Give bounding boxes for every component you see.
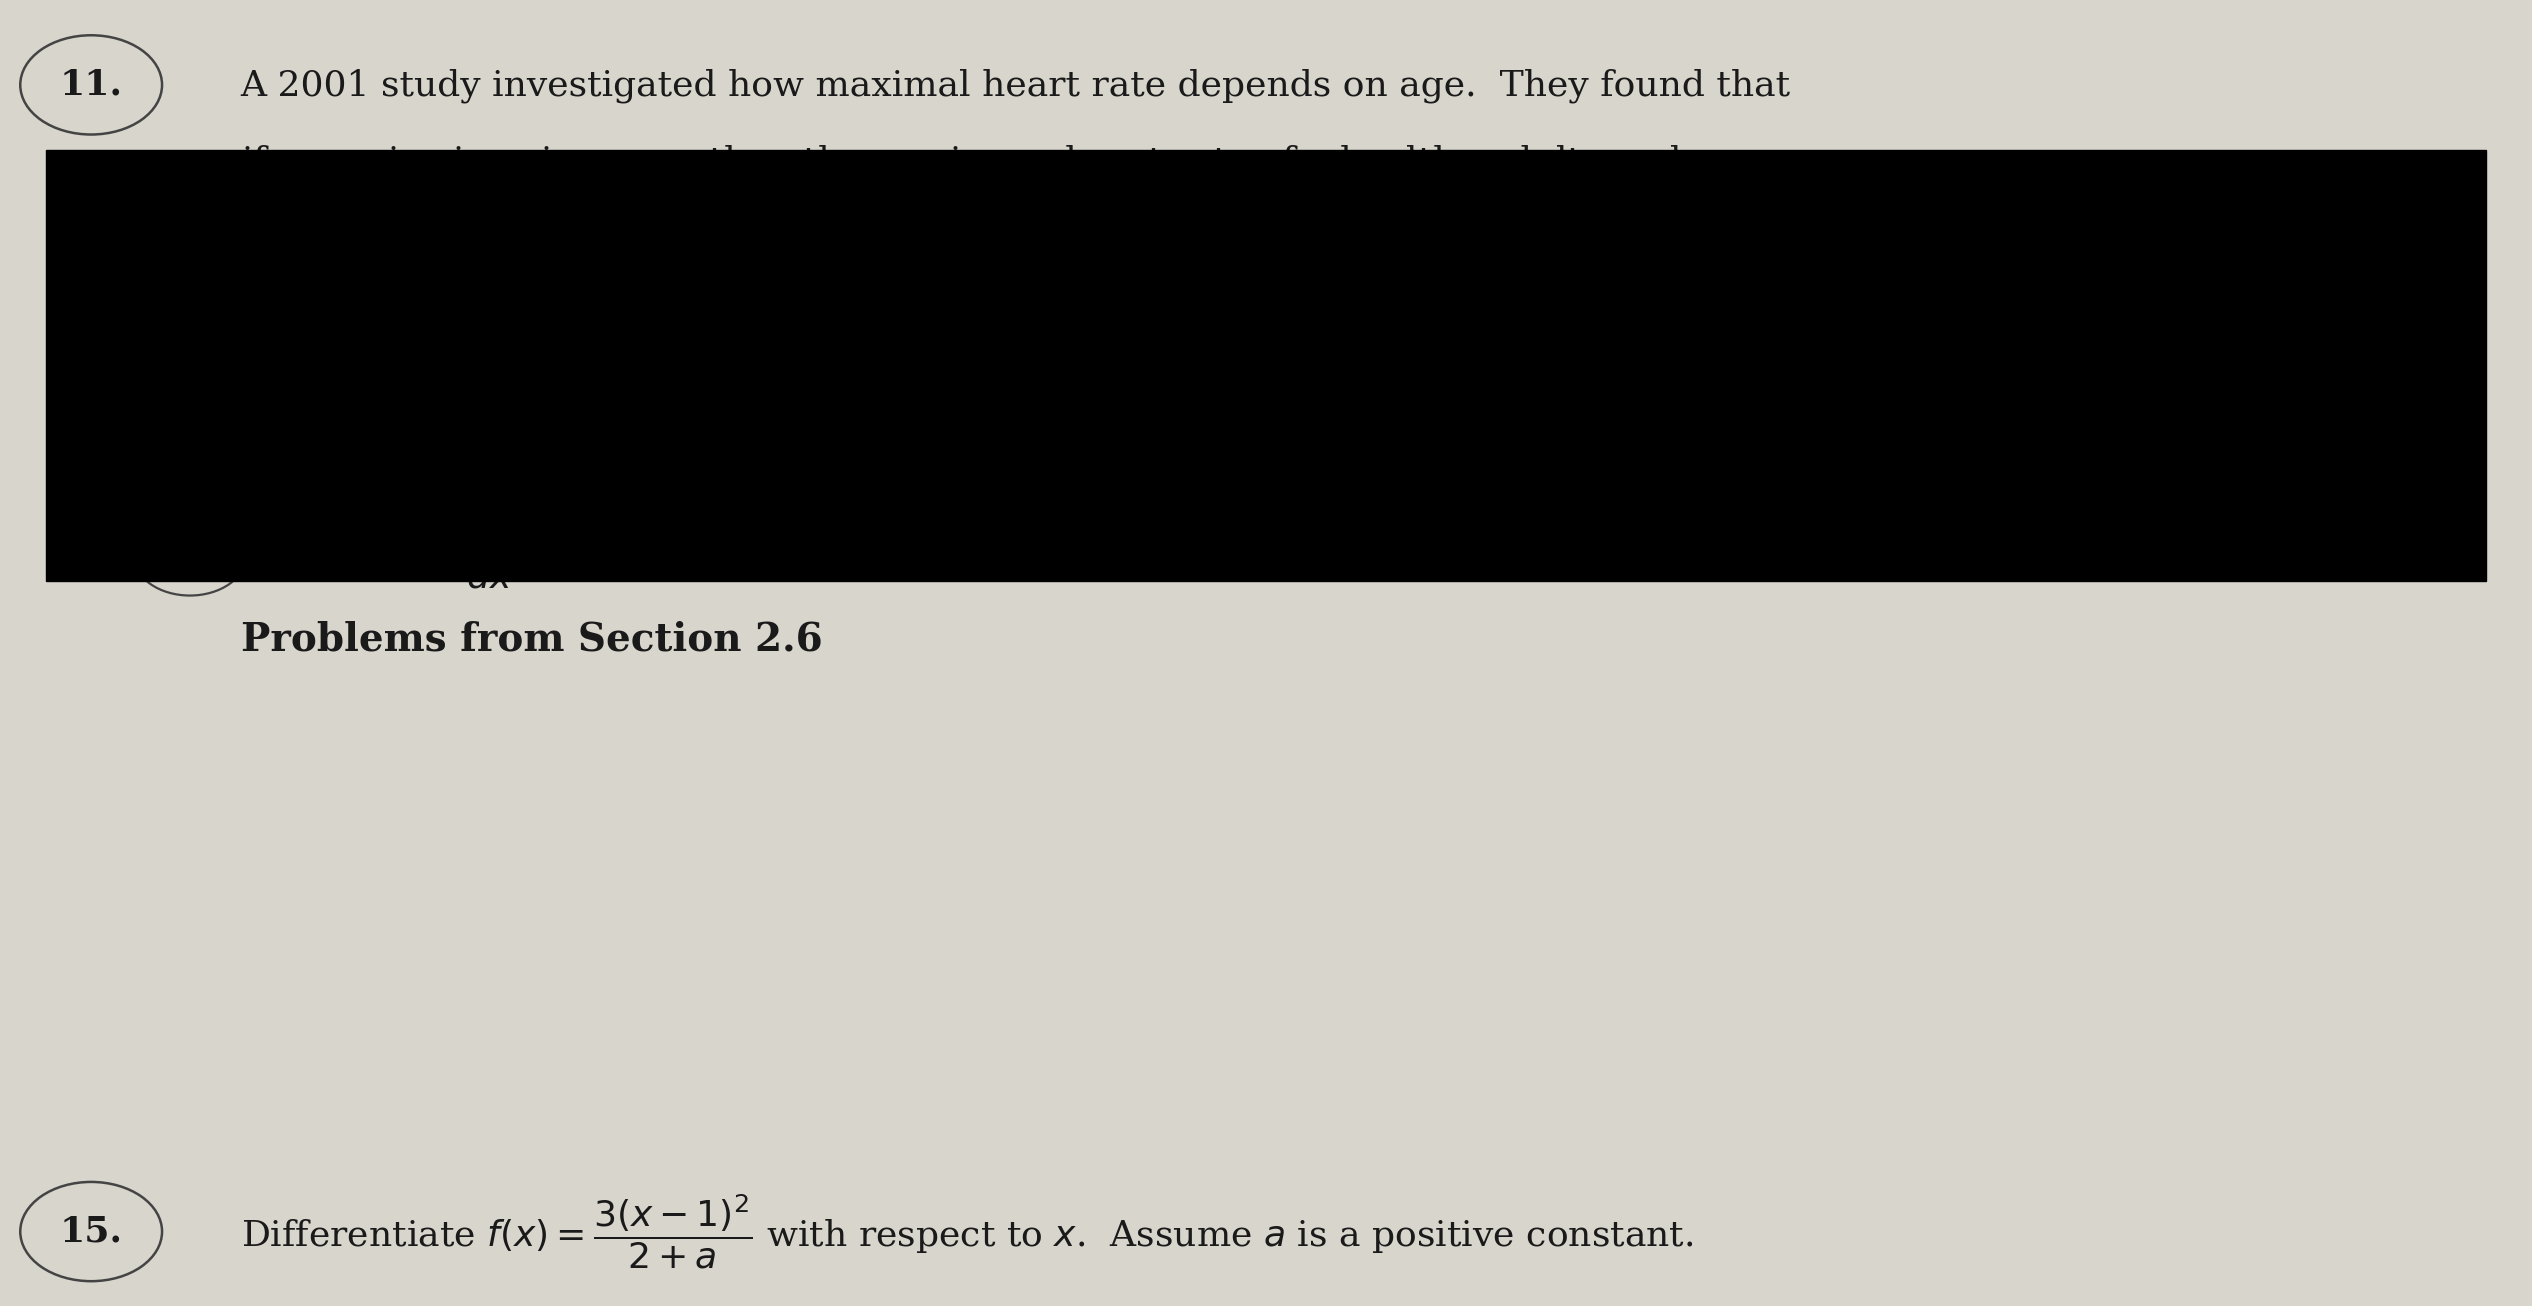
Text: 15.: 15. bbox=[61, 1215, 122, 1249]
Text: $H(x) = 208 - 0.7x$: $H(x) = 208 - 0.7x$ bbox=[1086, 293, 1446, 334]
Bar bbox=[46, 150, 2486, 581]
Text: where $H(x)$ is the maximum number of beats in one minute.: where $H(x)$ is the maximum number of be… bbox=[241, 380, 1332, 417]
Text: Explain in words what $\dfrac{dH}{dx}$ represents.: Explain in words what $\dfrac{dH}{dx}$ r… bbox=[266, 441, 960, 512]
Text: b: b bbox=[180, 539, 200, 573]
Text: a: a bbox=[180, 460, 200, 494]
Text: if age $x$ is given in years, then the maximum heart rate of a healthy adult can: if age $x$ is given in years, then the m… bbox=[241, 142, 1714, 182]
Text: predicted by: predicted by bbox=[241, 221, 471, 255]
Text: 11.: 11. bbox=[61, 68, 122, 102]
Text: Differentiate $f(x) = \dfrac{3(x-1)^2}{2+a}$ with respect to $x$.  Assume $a$ is: Differentiate $f(x) = \dfrac{3(x-1)^2}{2… bbox=[241, 1192, 1694, 1271]
Text: Show that $\dfrac{dH}{dx}$ is a constant.: Show that $\dfrac{dH}{dx}$ is a constant… bbox=[266, 521, 772, 592]
Text: Problems from Section 2.6: Problems from Section 2.6 bbox=[241, 620, 823, 660]
Text: A 2001 study investigated how maximal heart rate depends on age.  They found tha: A 2001 study investigated how maximal he… bbox=[241, 69, 1790, 103]
